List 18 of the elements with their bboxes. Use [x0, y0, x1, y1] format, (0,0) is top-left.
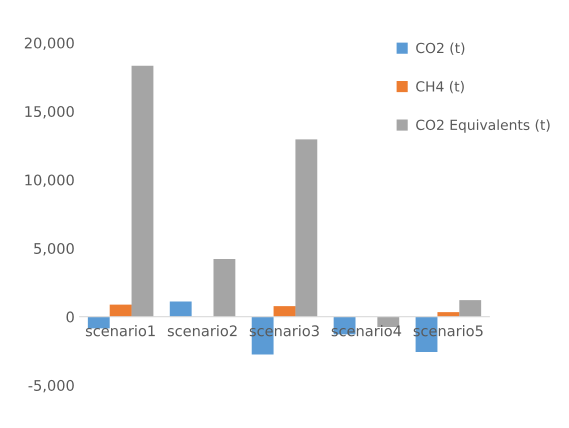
bar	[295, 139, 318, 317]
bar	[170, 302, 192, 317]
y-tick-label: 15,000	[25, 106, 74, 119]
y-tick-label: -5,000	[28, 380, 74, 392]
legend-label: CO2 Equivalents (t)	[416, 119, 550, 133]
y-tick-label: 10,000	[25, 174, 74, 187]
bar	[274, 306, 296, 317]
bar	[110, 304, 132, 317]
y-tick-label: 0	[66, 311, 74, 322]
bar	[132, 66, 154, 317]
bar	[213, 259, 236, 317]
legend-label: CO2 (t)	[416, 42, 464, 55]
legend-label: CH4 (t)	[416, 80, 464, 94]
x-tick-label: scenario1	[86, 325, 155, 336]
bar	[459, 300, 482, 317]
y-tick-label: 5,000	[34, 242, 74, 256]
y-tick-label: 20,000	[24, 38, 74, 50]
x-tick-label: scenario2	[168, 325, 237, 336]
